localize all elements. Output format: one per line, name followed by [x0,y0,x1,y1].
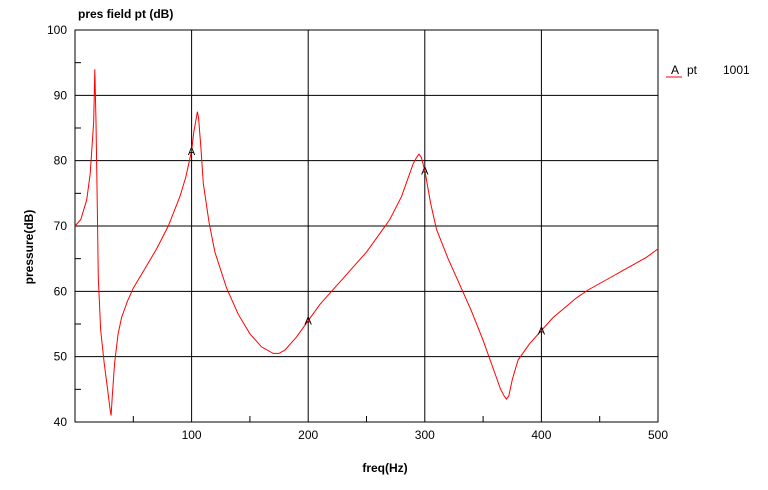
y-axis-ticks: 40 50 60 70 80 90 100 [47,23,67,429]
y-axis-label: pressure(dB) [22,210,36,285]
series-marker-label: A [421,165,429,177]
grid [75,30,658,422]
series-marker-label: A [305,316,313,328]
y-tick-label: 60 [54,284,68,298]
y-tick-label: 90 [54,88,68,102]
minor-ticks [75,62,601,422]
x-tick-label: 300 [415,428,435,442]
x-tick-label: 200 [298,428,318,442]
x-tick-label: 400 [531,428,551,442]
series-marker-label: A [538,326,546,338]
y-tick-label: 100 [47,23,67,37]
series-line-pt [74,69,659,416]
chart-title: pres field pt (dB) [78,7,173,21]
legend-value: 1001 [723,63,750,77]
y-tick-label: 80 [54,154,68,168]
x-axis-label: freq(Hz) [362,461,407,475]
legend: A pt 1001 [666,63,750,78]
series-markers: A A A A [188,146,546,338]
x-tick-label: 100 [182,428,202,442]
x-axis-ticks: 100 200 300 400 500 [182,428,669,442]
legend-series-name: pt [687,63,698,77]
x-tick-label: 500 [648,428,668,442]
y-tick-label: 40 [54,415,68,429]
legend-marker: A [671,63,679,77]
y-tick-label: 50 [54,350,68,364]
series-marker-label: A [188,146,196,158]
y-tick-label: 70 [54,219,68,233]
